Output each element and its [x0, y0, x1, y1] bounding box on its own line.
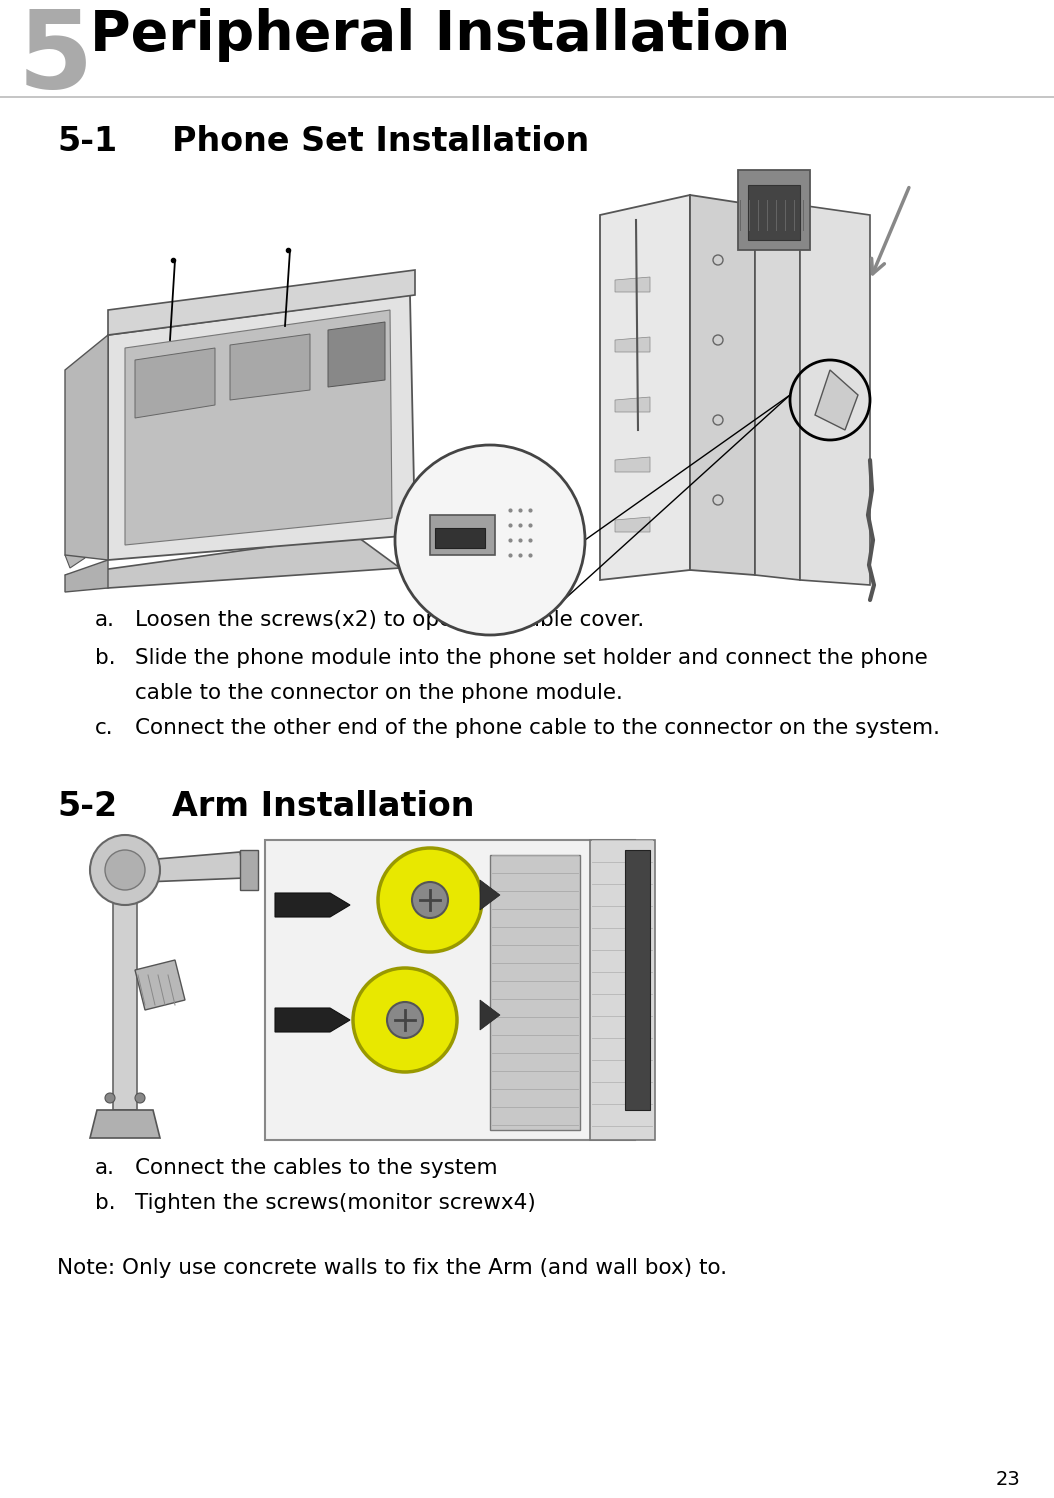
Circle shape	[90, 834, 160, 905]
Text: b.: b.	[95, 649, 116, 668]
Bar	[590, 840, 655, 1140]
Text: Loosen the screws(x2) to open the cable cover.: Loosen the screws(x2) to open the cable …	[135, 610, 644, 631]
Bar	[435, 527, 485, 548]
Bar	[748, 184, 800, 240]
Polygon shape	[614, 397, 650, 412]
Polygon shape	[614, 337, 650, 352]
Polygon shape	[600, 195, 690, 580]
Polygon shape	[800, 205, 870, 586]
Polygon shape	[230, 334, 310, 400]
Polygon shape	[108, 270, 415, 336]
Text: Note: Only use concrete walls to fix the Arm (and wall box) to.: Note: Only use concrete walls to fix the…	[57, 1258, 727, 1278]
Text: Connect the cables to the system: Connect the cables to the system	[135, 1158, 497, 1177]
Circle shape	[378, 848, 482, 953]
Polygon shape	[738, 169, 811, 250]
Polygon shape	[65, 535, 401, 589]
Polygon shape	[90, 1110, 160, 1138]
Bar	[240, 849, 258, 890]
Text: 5-1: 5-1	[57, 124, 117, 157]
Text: 5: 5	[18, 4, 94, 111]
Polygon shape	[480, 1001, 500, 1031]
Circle shape	[412, 882, 448, 918]
Text: Slide the phone module into the phone set holder and connect the phone: Slide the phone module into the phone se…	[135, 649, 928, 668]
Text: 5-2: 5-2	[57, 789, 117, 822]
Polygon shape	[65, 548, 85, 568]
Polygon shape	[275, 1008, 350, 1032]
Polygon shape	[328, 322, 385, 386]
Circle shape	[353, 968, 457, 1073]
Circle shape	[387, 1002, 423, 1038]
Text: Tighten the screws(monitor screwx4): Tighten the screws(monitor screwx4)	[135, 1192, 535, 1213]
Text: c.: c.	[95, 718, 114, 739]
Circle shape	[105, 1094, 115, 1103]
Text: cable to the connector on the phone module.: cable to the connector on the phone modu…	[135, 683, 623, 703]
Text: a.: a.	[95, 1158, 115, 1177]
Polygon shape	[614, 277, 650, 292]
Polygon shape	[145, 852, 245, 882]
Polygon shape	[430, 515, 495, 554]
Polygon shape	[108, 295, 415, 560]
Circle shape	[135, 1094, 145, 1103]
Polygon shape	[690, 195, 755, 575]
Text: Peripheral Installation: Peripheral Installation	[90, 7, 791, 61]
Bar	[625, 849, 650, 1110]
Polygon shape	[815, 370, 858, 430]
Polygon shape	[275, 893, 350, 917]
Polygon shape	[125, 310, 392, 545]
Text: Phone Set Installation: Phone Set Installation	[172, 124, 589, 157]
Polygon shape	[755, 205, 800, 580]
Bar	[265, 840, 635, 1140]
Text: Arm Installation: Arm Installation	[172, 789, 474, 822]
Circle shape	[105, 849, 145, 890]
Text: Connect the other end of the phone cable to the connector on the system.: Connect the other end of the phone cable…	[135, 718, 940, 739]
Circle shape	[395, 445, 585, 635]
Polygon shape	[480, 879, 500, 909]
Polygon shape	[65, 336, 108, 560]
Polygon shape	[135, 348, 215, 418]
Polygon shape	[614, 457, 650, 472]
Text: 23: 23	[995, 1470, 1020, 1489]
Polygon shape	[614, 517, 650, 532]
Polygon shape	[65, 560, 108, 592]
Polygon shape	[490, 855, 580, 1129]
Text: a.: a.	[95, 610, 115, 631]
Bar	[113, 870, 137, 1110]
Polygon shape	[135, 960, 186, 1010]
Text: b.: b.	[95, 1192, 116, 1213]
